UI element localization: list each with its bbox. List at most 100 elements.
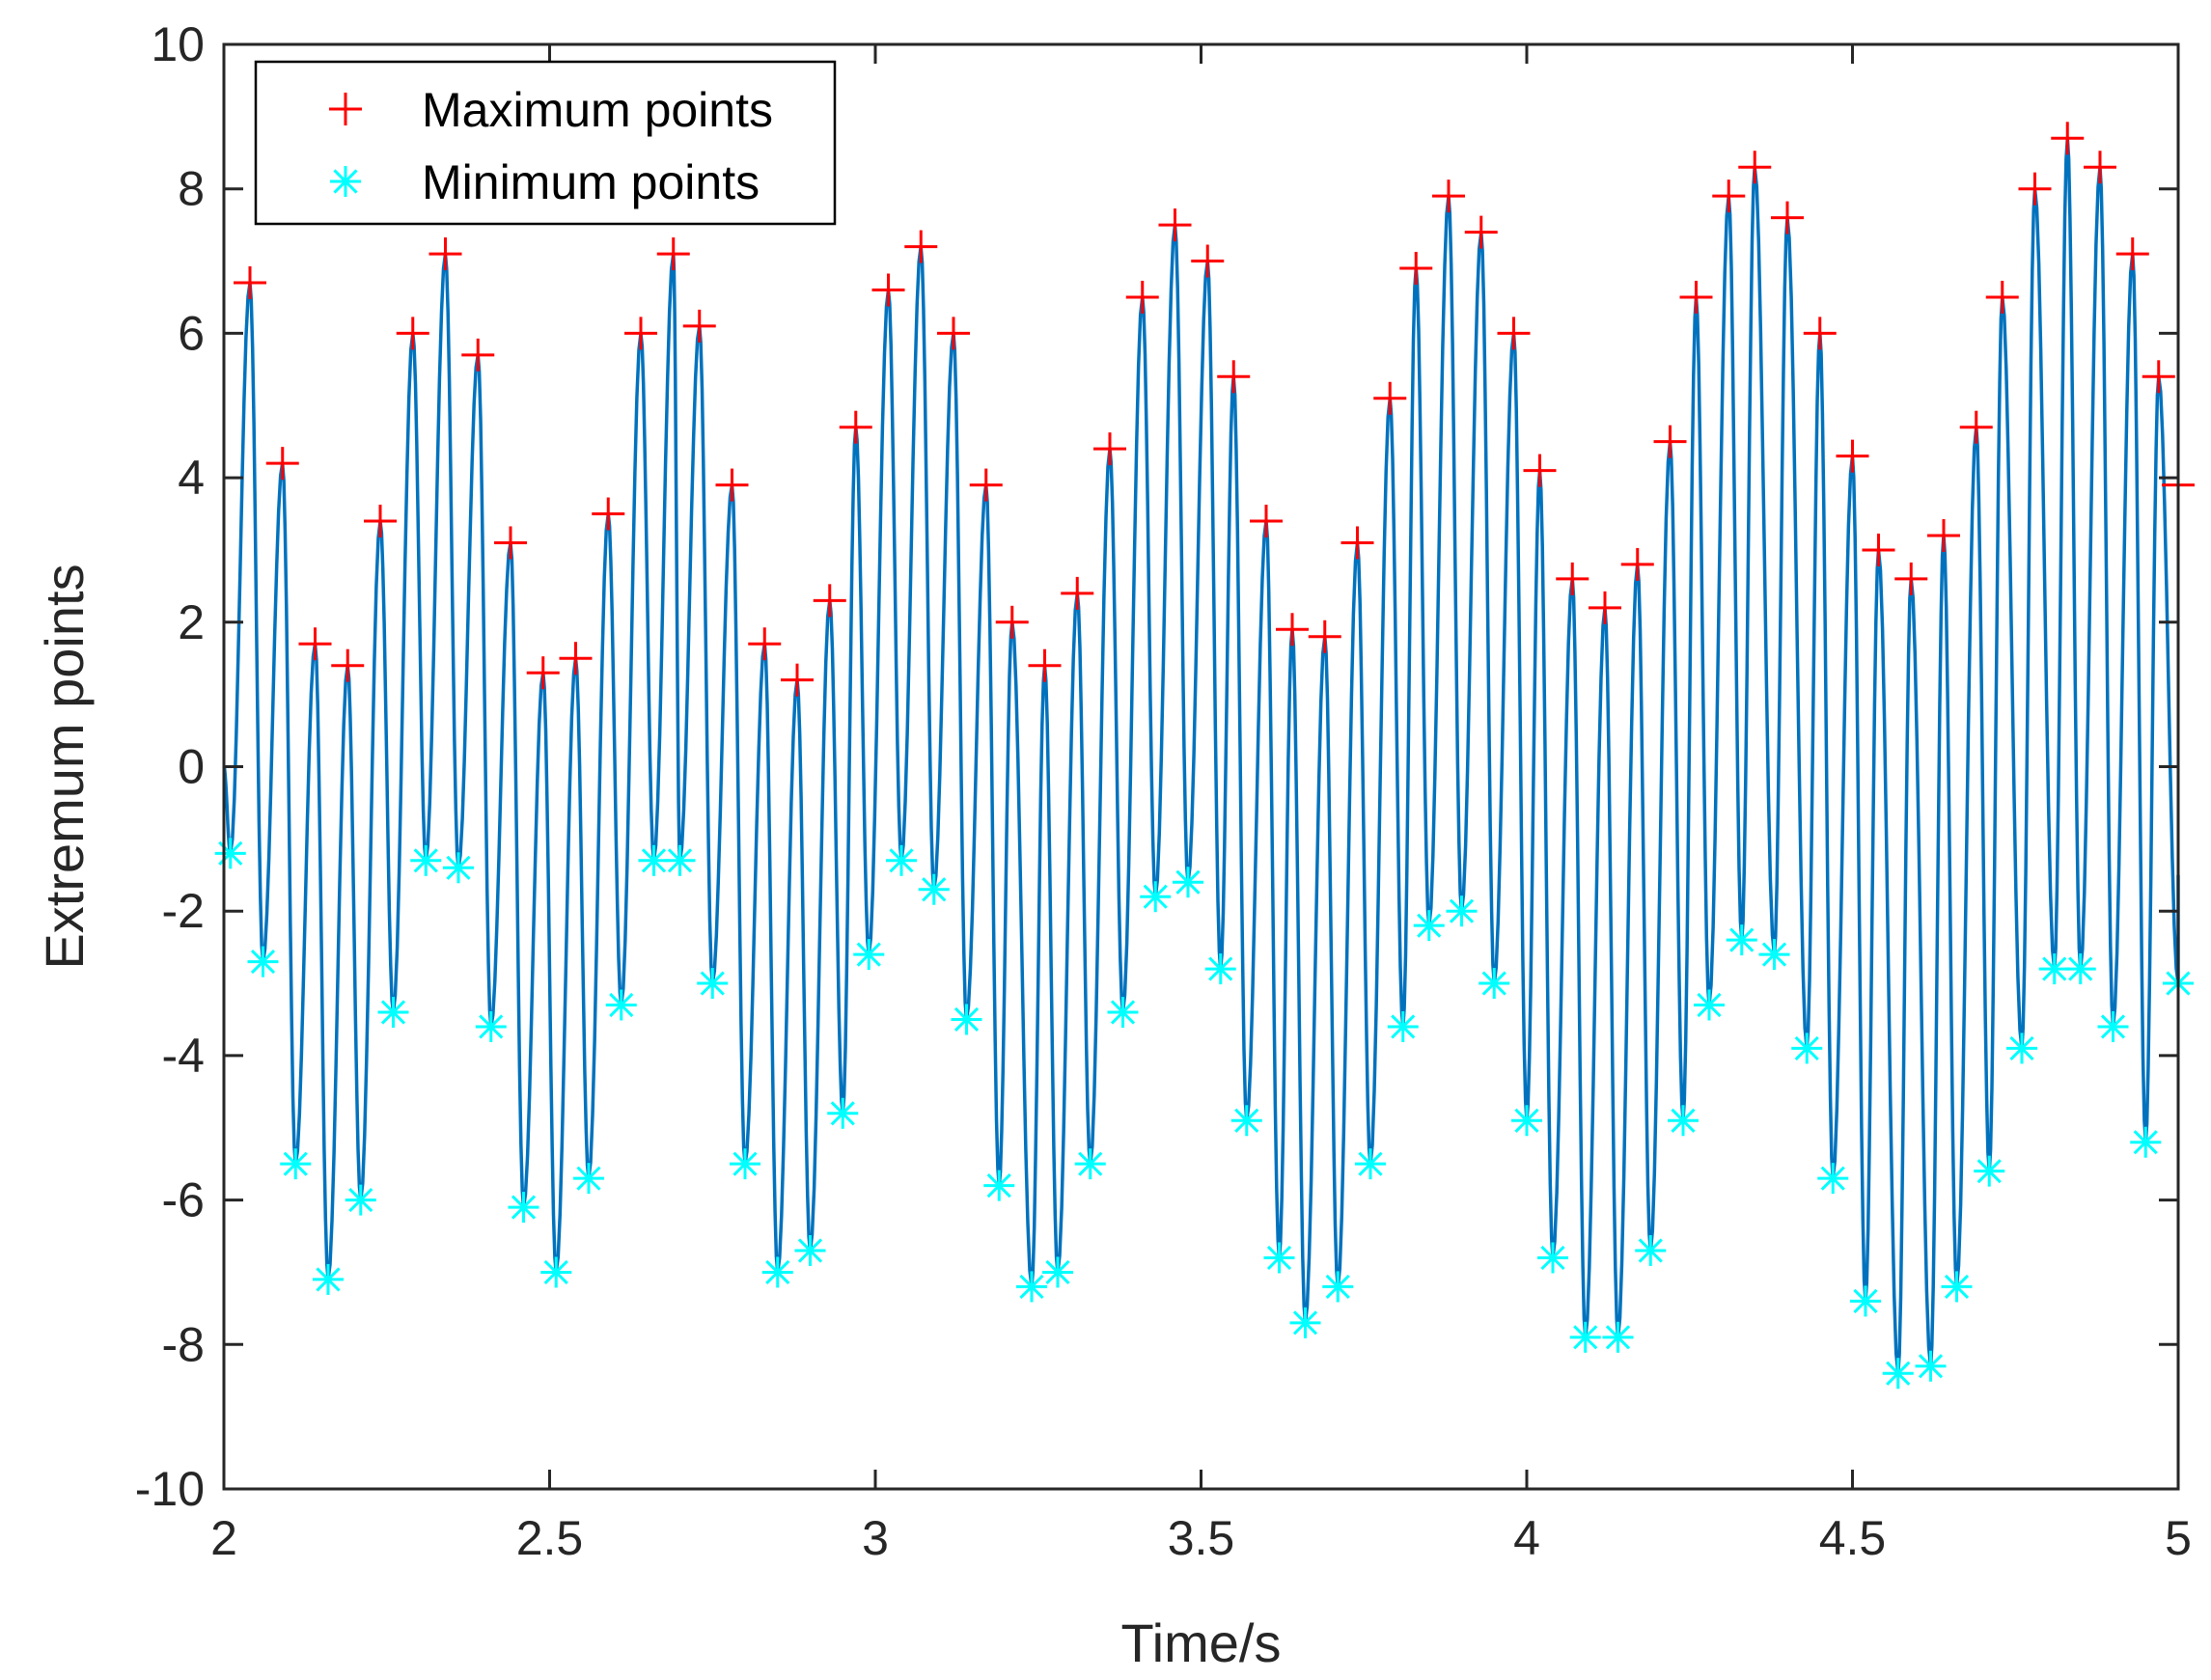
minimum-point-marker: [1074, 1148, 1106, 1180]
maximum-point-marker: [331, 648, 365, 682]
maximum-point-marker: [234, 266, 266, 300]
maximum-point-marker: [624, 317, 657, 350]
maximum-point-marker: [1894, 562, 1928, 595]
minimum-point-marker: [1322, 1271, 1354, 1303]
minimum-point-marker: [313, 1263, 344, 1295]
legend-maximum-label: Maximum points: [422, 83, 773, 137]
x-axis-ticks: 2 2.5 3 3.5 4 4.5 5: [210, 44, 2192, 1565]
y-tick-label: -6: [162, 1173, 205, 1227]
minimum-point-marker: [2064, 953, 2096, 985]
maximum-point-marker: [1276, 613, 1309, 647]
minimum-point-marker: [605, 989, 637, 1021]
minimum-point-marker: [508, 1192, 539, 1224]
y-axis-ticks: -10 -8 -6 -4 -2 0 2 4 6 8 10: [135, 17, 2178, 1516]
maximum-point-marker: [839, 410, 872, 444]
minimum-point-marker: [1413, 910, 1445, 942]
y-tick-label: -4: [162, 1029, 205, 1083]
minimum-point-marker: [1042, 1256, 1073, 1288]
minimum-point-marker: [475, 1010, 507, 1042]
maximum-point-marker: [748, 627, 782, 661]
minimum-point-marker: [697, 968, 729, 1000]
minimum-point-marker: [1635, 1234, 1667, 1266]
maximum-point-marker: [1158, 208, 1192, 242]
minimum-point-marker: [1941, 1271, 1973, 1303]
minimum-point-marker: [2038, 953, 2070, 985]
minimum-point-marker: [1173, 867, 1203, 898]
minimum-point-marker: [1511, 1105, 1542, 1137]
maximum-point-marker: [1803, 317, 1837, 350]
maximum-point-marker: [494, 526, 527, 560]
maximum-point-marker: [715, 468, 749, 502]
maximum-point-marker: [1250, 505, 1283, 538]
y-tick-label: 0: [178, 740, 205, 794]
maximum-point-marker: [2115, 237, 2149, 271]
maximum-point-marker: [1556, 562, 1589, 595]
legend-minimum-label: Minimum points: [422, 155, 760, 209]
maximum-point-marker: [1959, 410, 1993, 444]
maximum-point-marker: [1028, 648, 1062, 682]
legend-asterisk-marker: [330, 166, 361, 197]
maximum-point-marker: [969, 468, 1003, 502]
minimum-point-marker: [1758, 939, 1790, 971]
minimum-point-marker: [1016, 1271, 1047, 1303]
maximum-point-marker: [1653, 425, 1687, 458]
x-tick-label: 4.5: [1819, 1511, 1887, 1565]
maximum-point-marker: [1985, 280, 2019, 314]
maximum-point-marker: [1712, 179, 1746, 213]
y-tick-label: 4: [178, 451, 205, 505]
y-tick-label: 8: [178, 162, 205, 216]
maximum-point-marker: [1432, 179, 1465, 213]
minimum-point-marker: [443, 852, 474, 884]
minimum-point-marker: [1446, 895, 1478, 927]
minimum-point-marker: [730, 1148, 760, 1180]
minimum-point-marker: [1387, 1010, 1419, 1042]
minimum-point-marker: [2006, 1033, 2037, 1064]
minimum-point-marker: [1668, 1105, 1699, 1137]
maximum-point-marker: [1738, 151, 1772, 184]
minimum-point-marker: [1602, 1321, 1634, 1353]
minimum-point-marker: [1974, 1155, 2005, 1187]
maximum-point-marker: [1093, 432, 1126, 466]
y-tick-label: -8: [162, 1317, 205, 1371]
minimum-point-marker: [410, 844, 442, 876]
minimum-point-marker: [573, 1163, 604, 1195]
minimum-point-marker: [2097, 1010, 2129, 1042]
minimum-point-marker: [214, 838, 246, 869]
minimum-point-marker: [540, 1256, 572, 1288]
maximum-point-marker: [1836, 439, 1869, 473]
minimum-point-marker: [1850, 1285, 1881, 1317]
maximum-points-layer: [234, 122, 2195, 697]
maximum-point-marker: [2051, 122, 2085, 155]
minimum-point-marker: [377, 996, 409, 1028]
maximum-point-marker: [2018, 172, 2052, 206]
maximum-point-marker: [2084, 151, 2116, 184]
maximum-point-marker: [461, 338, 495, 372]
maximum-point-marker: [1464, 215, 1498, 249]
maximum-point-marker: [871, 273, 905, 307]
maximum-point-marker: [1340, 526, 1374, 560]
minimum-point-marker: [247, 946, 279, 978]
x-tick-label: 3: [862, 1511, 889, 1565]
minimum-point-marker: [1289, 1307, 1321, 1338]
minimum-point-marker: [1107, 996, 1139, 1028]
minimum-point-marker: [1230, 1105, 1262, 1137]
maximum-point-marker: [396, 317, 429, 350]
legend-minimum-symbol: [330, 166, 361, 197]
legend-plus-marker: [329, 93, 362, 125]
minimum-point-marker: [1694, 989, 1725, 1021]
minimum-point-marker: [1817, 1163, 1849, 1195]
maximum-point-marker: [1523, 454, 1557, 487]
maximum-point-marker: [1308, 620, 1341, 653]
maximum-point-marker: [1862, 533, 1895, 566]
maximum-point-marker: [1373, 381, 1407, 415]
maximum-point-marker: [559, 642, 593, 675]
y-tick-label: 2: [178, 595, 205, 649]
minimum-point-marker: [1537, 1242, 1568, 1274]
legend: Maximum points Minimum points: [254, 60, 837, 226]
minimum-point-marker: [345, 1184, 376, 1216]
maximum-point-marker: [813, 584, 846, 618]
maximum-point-marker: [526, 656, 560, 690]
maximum-point-marker: [364, 505, 397, 538]
y-tick-label: -10: [135, 1462, 205, 1516]
legend-maximum-symbol: [329, 93, 362, 125]
